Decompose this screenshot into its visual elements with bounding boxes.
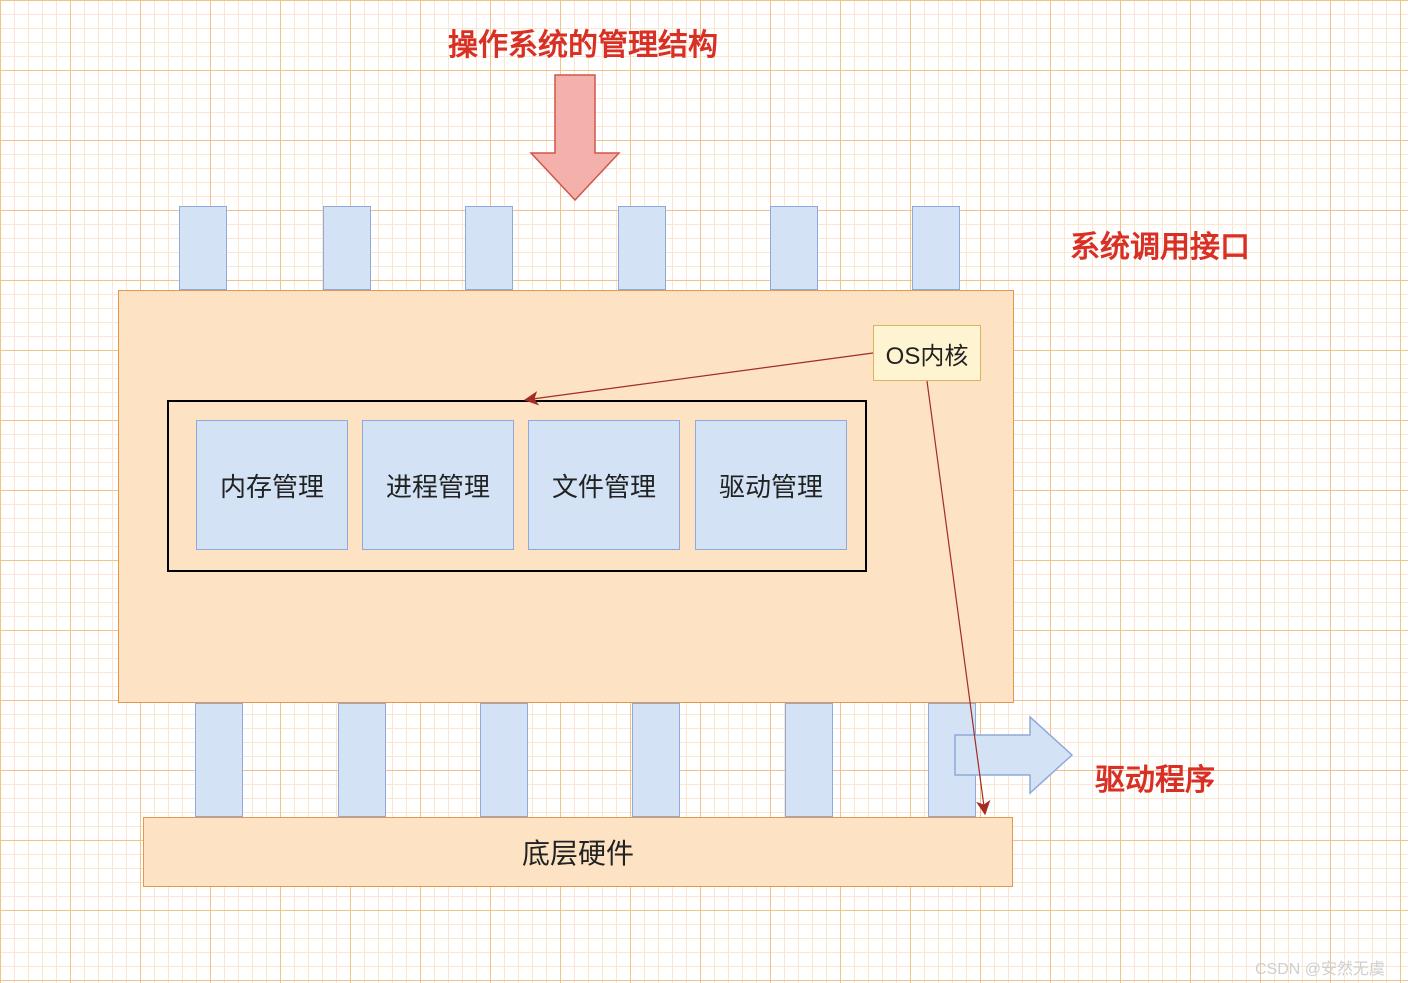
subsystem-0: 内存管理 (196, 420, 348, 550)
driver-pin-1 (338, 703, 386, 817)
hardware-bar: 底层硬件 (143, 817, 1013, 887)
syscall-pin-0 (179, 206, 227, 290)
watermark: CSDN @安然无虞 (1255, 955, 1385, 979)
syscall-pin-4 (770, 206, 818, 290)
syscall-pin-5 (912, 206, 960, 290)
label-drivers: 驱动程序 (1095, 755, 1215, 799)
os-kernel-label: OS内核 (873, 325, 981, 381)
subsystem-1: 进程管理 (362, 420, 514, 550)
driver-pin-2 (480, 703, 528, 817)
driver-pin-3 (632, 703, 680, 817)
syscall-pin-1 (323, 206, 371, 290)
subsystem-3: 驱动管理 (695, 420, 847, 550)
diagram-title: 操作系统的管理结构 (448, 20, 718, 64)
syscall-pin-2 (465, 206, 513, 290)
syscall-pin-3 (618, 206, 666, 290)
driver-pin-0 (195, 703, 243, 817)
driver-pin-4 (785, 703, 833, 817)
driver-pin-5 (928, 703, 976, 817)
title-arrow (531, 75, 619, 200)
subsystem-2: 文件管理 (528, 420, 680, 550)
label-syscall: 系统调用接口 (1070, 222, 1250, 266)
